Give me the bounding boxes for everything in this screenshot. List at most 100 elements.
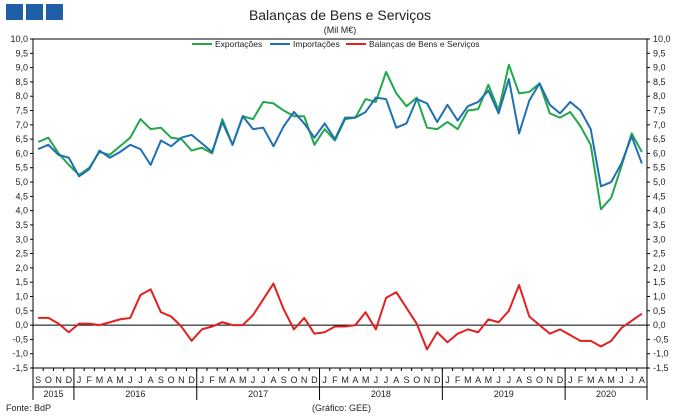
month-label: D: [311, 375, 318, 385]
y-tick-label-left: 5,5: [15, 163, 28, 173]
month-label: A: [107, 375, 113, 385]
year-label: 2018: [371, 389, 391, 399]
month-label: N: [55, 375, 62, 385]
year-label: 2016: [125, 389, 145, 399]
series-line-exportacoes: [37, 63, 643, 211]
month-label: M: [116, 375, 124, 385]
month-label: S: [158, 375, 164, 385]
month-label: O: [168, 375, 175, 385]
chart-subtitle: (Mil M€): [324, 25, 357, 35]
month-label: M: [464, 375, 472, 385]
logo-block: [6, 4, 23, 20]
series-line-importacoes: [37, 78, 643, 188]
month-label: J: [251, 375, 256, 385]
y-tick-label-left: 1,0: [15, 291, 28, 301]
legend-label-balancas: Balanças de Bens e Serviços: [369, 39, 480, 49]
month-label: O: [290, 375, 297, 385]
y-tick-label-left: 8,5: [15, 77, 28, 87]
month-label: D: [66, 375, 73, 385]
y-tick-label-right: 0,5: [653, 306, 666, 316]
year-label: 2017: [248, 389, 268, 399]
month-label: F: [87, 375, 93, 385]
month-label: A: [352, 375, 358, 385]
credit-note: (Gráfico: GEE): [312, 403, 371, 413]
month-label: J: [374, 375, 379, 385]
month-label: S: [35, 375, 41, 385]
month-label: A: [516, 375, 522, 385]
month-label: J: [507, 375, 512, 385]
month-label: J: [261, 375, 266, 385]
y-tick-label-left: 7,0: [15, 120, 28, 130]
month-label: J: [77, 375, 82, 385]
y-tick-label-left: 5,0: [15, 177, 28, 187]
month-label: N: [178, 375, 185, 385]
y-axis-left: 10,0 9,5 9,0 8,5 8,0 7,5 7,0 6,5 6,0 5,5 5,0 4,5 4,0…: [10, 34, 33, 373]
y-tick-label-left: 7,5: [15, 106, 28, 116]
month-label: A: [598, 375, 604, 385]
month-label: N: [301, 375, 308, 385]
month-label: F: [332, 375, 338, 385]
month-label: J: [138, 375, 143, 385]
month-label: S: [526, 375, 532, 385]
month-label: A: [270, 375, 276, 385]
source-note: Fonte: BdP: [6, 403, 51, 413]
y-tick-label-left: 9,5: [15, 48, 28, 58]
y-tick-label-right: 6,5: [653, 134, 666, 144]
month-label: J: [619, 375, 624, 385]
series-line-balancas: [38, 282, 643, 351]
month-label: A: [230, 375, 236, 385]
month-label: J: [200, 375, 205, 385]
y-tick-label-left: 4,0: [15, 206, 28, 216]
month-label: O: [536, 375, 543, 385]
legend-label-importacoes: Importações: [293, 39, 340, 49]
y-tick-label-right: 1,0: [653, 291, 666, 301]
year-label: 2019: [494, 389, 514, 399]
y-tick-label-right: 8,0: [653, 91, 666, 101]
series-lines: [37, 63, 643, 351]
y-tick-label-right: 6,0: [653, 148, 666, 158]
y-tick-label-left: 9,0: [15, 63, 28, 73]
month-label: N: [424, 375, 431, 385]
month-label: J: [568, 375, 573, 385]
month-label: D: [188, 375, 195, 385]
y-tick-label-left: 8,0: [15, 91, 28, 101]
month-label: A: [475, 375, 481, 385]
y-tick-label-left: 0,0: [15, 320, 28, 330]
month-label: O: [45, 375, 52, 385]
y-tick-label-left: 4,5: [15, 191, 28, 201]
month-label: F: [455, 375, 461, 385]
month-label: F: [578, 375, 584, 385]
month-label: M: [587, 375, 595, 385]
year-label: 2015: [43, 389, 63, 399]
y-tick-label-left: -0,5: [12, 334, 28, 344]
month-label: M: [341, 375, 349, 385]
y-tick-label-left: -1,5: [12, 363, 28, 373]
month-label: M: [219, 375, 227, 385]
month-label: A: [639, 375, 645, 385]
y-tick-label-right: 10,0: [653, 34, 671, 44]
y-tick-label-left: 1,5: [15, 277, 28, 287]
y-tick-label-right: 3,5: [653, 220, 666, 230]
month-label: N: [547, 375, 554, 385]
logo-block: [46, 4, 63, 20]
y-tick-label-right: 5,0: [653, 177, 666, 187]
y-tick-label-left: 0,5: [15, 306, 28, 316]
y-tick-label-right: 0,0: [653, 320, 666, 330]
month-label: M: [96, 375, 104, 385]
month-label: J: [384, 375, 389, 385]
legend: Exportações Importações Balanças de Bens…: [192, 39, 480, 49]
y-tick-label-right: 2,0: [653, 263, 666, 273]
y-tick-label-right: 4,0: [653, 206, 666, 216]
month-label: J: [445, 375, 450, 385]
month-label: D: [434, 375, 441, 385]
y-tick-label-left: 3,0: [15, 234, 28, 244]
y-tick-label-left: 6,0: [15, 148, 28, 158]
y-tick-label-right: 7,5: [653, 106, 666, 116]
month-label: F: [209, 375, 215, 385]
month-label: O: [413, 375, 420, 385]
y-tick-label-right: 5,5: [653, 163, 666, 173]
month-label: J: [496, 375, 501, 385]
month-label: M: [362, 375, 370, 385]
